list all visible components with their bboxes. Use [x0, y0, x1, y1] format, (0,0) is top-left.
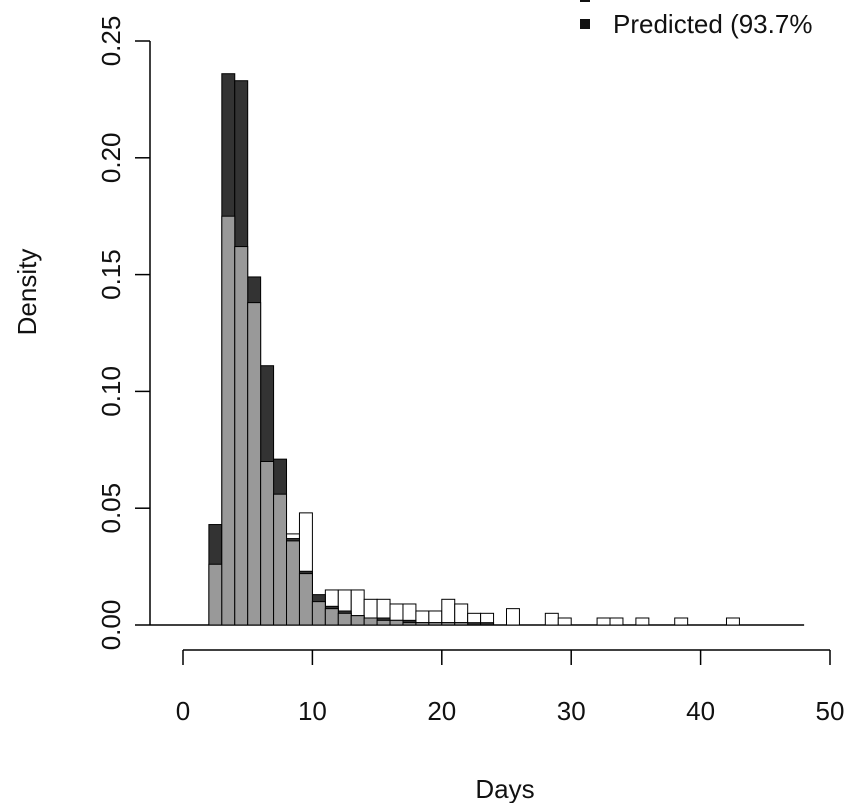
y-tick-label: 0.15 [96, 249, 126, 300]
bar-series-0-bin-32 [596, 617, 611, 626]
y-axis: 0.00 0.05 0.10 0.15 0.20 0.25 [96, 16, 151, 651]
y-tick-label: 0.05 [96, 483, 126, 534]
bar-series-1-bin-23 [480, 622, 495, 626]
bar-series-2-bin-15 [376, 619, 391, 626]
bar-series-1-bin-22 [467, 622, 482, 626]
y-tick-label: 0.25 [96, 16, 126, 67]
y-tick-label: 0.10 [96, 366, 126, 417]
bar-series-2-bin-8 [286, 540, 300, 626]
bar-series-2-bin-18 [415, 622, 430, 626]
x-tick-label: 0 [176, 696, 190, 726]
x-tick-label: 10 [298, 696, 327, 726]
bar-series-2-bin-4 [234, 246, 249, 626]
bar-series-2-bin-3 [221, 215, 236, 626]
y-tick-label: 0.00 [96, 600, 126, 651]
x-axis-label: Days [475, 774, 534, 803]
bar-series-2-bin-14 [363, 617, 378, 626]
bar-series-2-bin-12 [337, 612, 352, 626]
bar-series-2-bin-16 [389, 619, 404, 626]
bar-series-2-bin-10 [311, 601, 326, 626]
bar-series-2-bin-20 [441, 622, 456, 626]
bar-series-0-bin-20 [441, 598, 456, 626]
legend-label: Predicted (93.7% [613, 9, 812, 39]
bar-series-2-bin-21 [454, 622, 469, 626]
bar-series-2-bin-19 [428, 622, 443, 626]
bar-series-2-bin-2 [208, 563, 223, 626]
bar-series-0-bin-35 [635, 617, 650, 626]
bar-series-0-bin-42 [725, 617, 740, 626]
bar-series-0-bin-38 [674, 617, 689, 626]
bar-series-2-bin-17 [402, 622, 417, 626]
bar-series-2-bin-13 [350, 615, 365, 626]
bar-series-2-bin-11 [324, 608, 339, 626]
bar-series-2-bin-7 [273, 493, 288, 626]
legend-swatch-clipped [580, 0, 590, 2]
bar-series-2-bin-9 [298, 573, 313, 626]
legend-swatch [580, 19, 590, 29]
y-axis-label: Density [12, 249, 42, 336]
bar-series-2-bin-6 [260, 460, 275, 626]
bar-series-0-bin-28 [544, 612, 559, 626]
legend: Predicted (93.7% [580, 0, 812, 39]
x-axis: 0 10 20 30 40 50 [176, 649, 845, 726]
bar-series-0-bin-33 [609, 617, 624, 626]
bars-layer [150, 73, 805, 626]
x-tick-label: 30 [557, 696, 586, 726]
x-tick-label: 40 [686, 696, 715, 726]
bar-series-0-bin-21 [454, 603, 469, 626]
y-tick-label: 0.20 [96, 132, 126, 183]
bar-series-2-bin-5 [247, 302, 262, 626]
bar-series-0-bin-25 [506, 608, 520, 626]
bar-series-0-bin-29 [557, 617, 572, 626]
x-tick-label: 20 [427, 696, 456, 726]
x-tick-label: 50 [816, 696, 845, 726]
